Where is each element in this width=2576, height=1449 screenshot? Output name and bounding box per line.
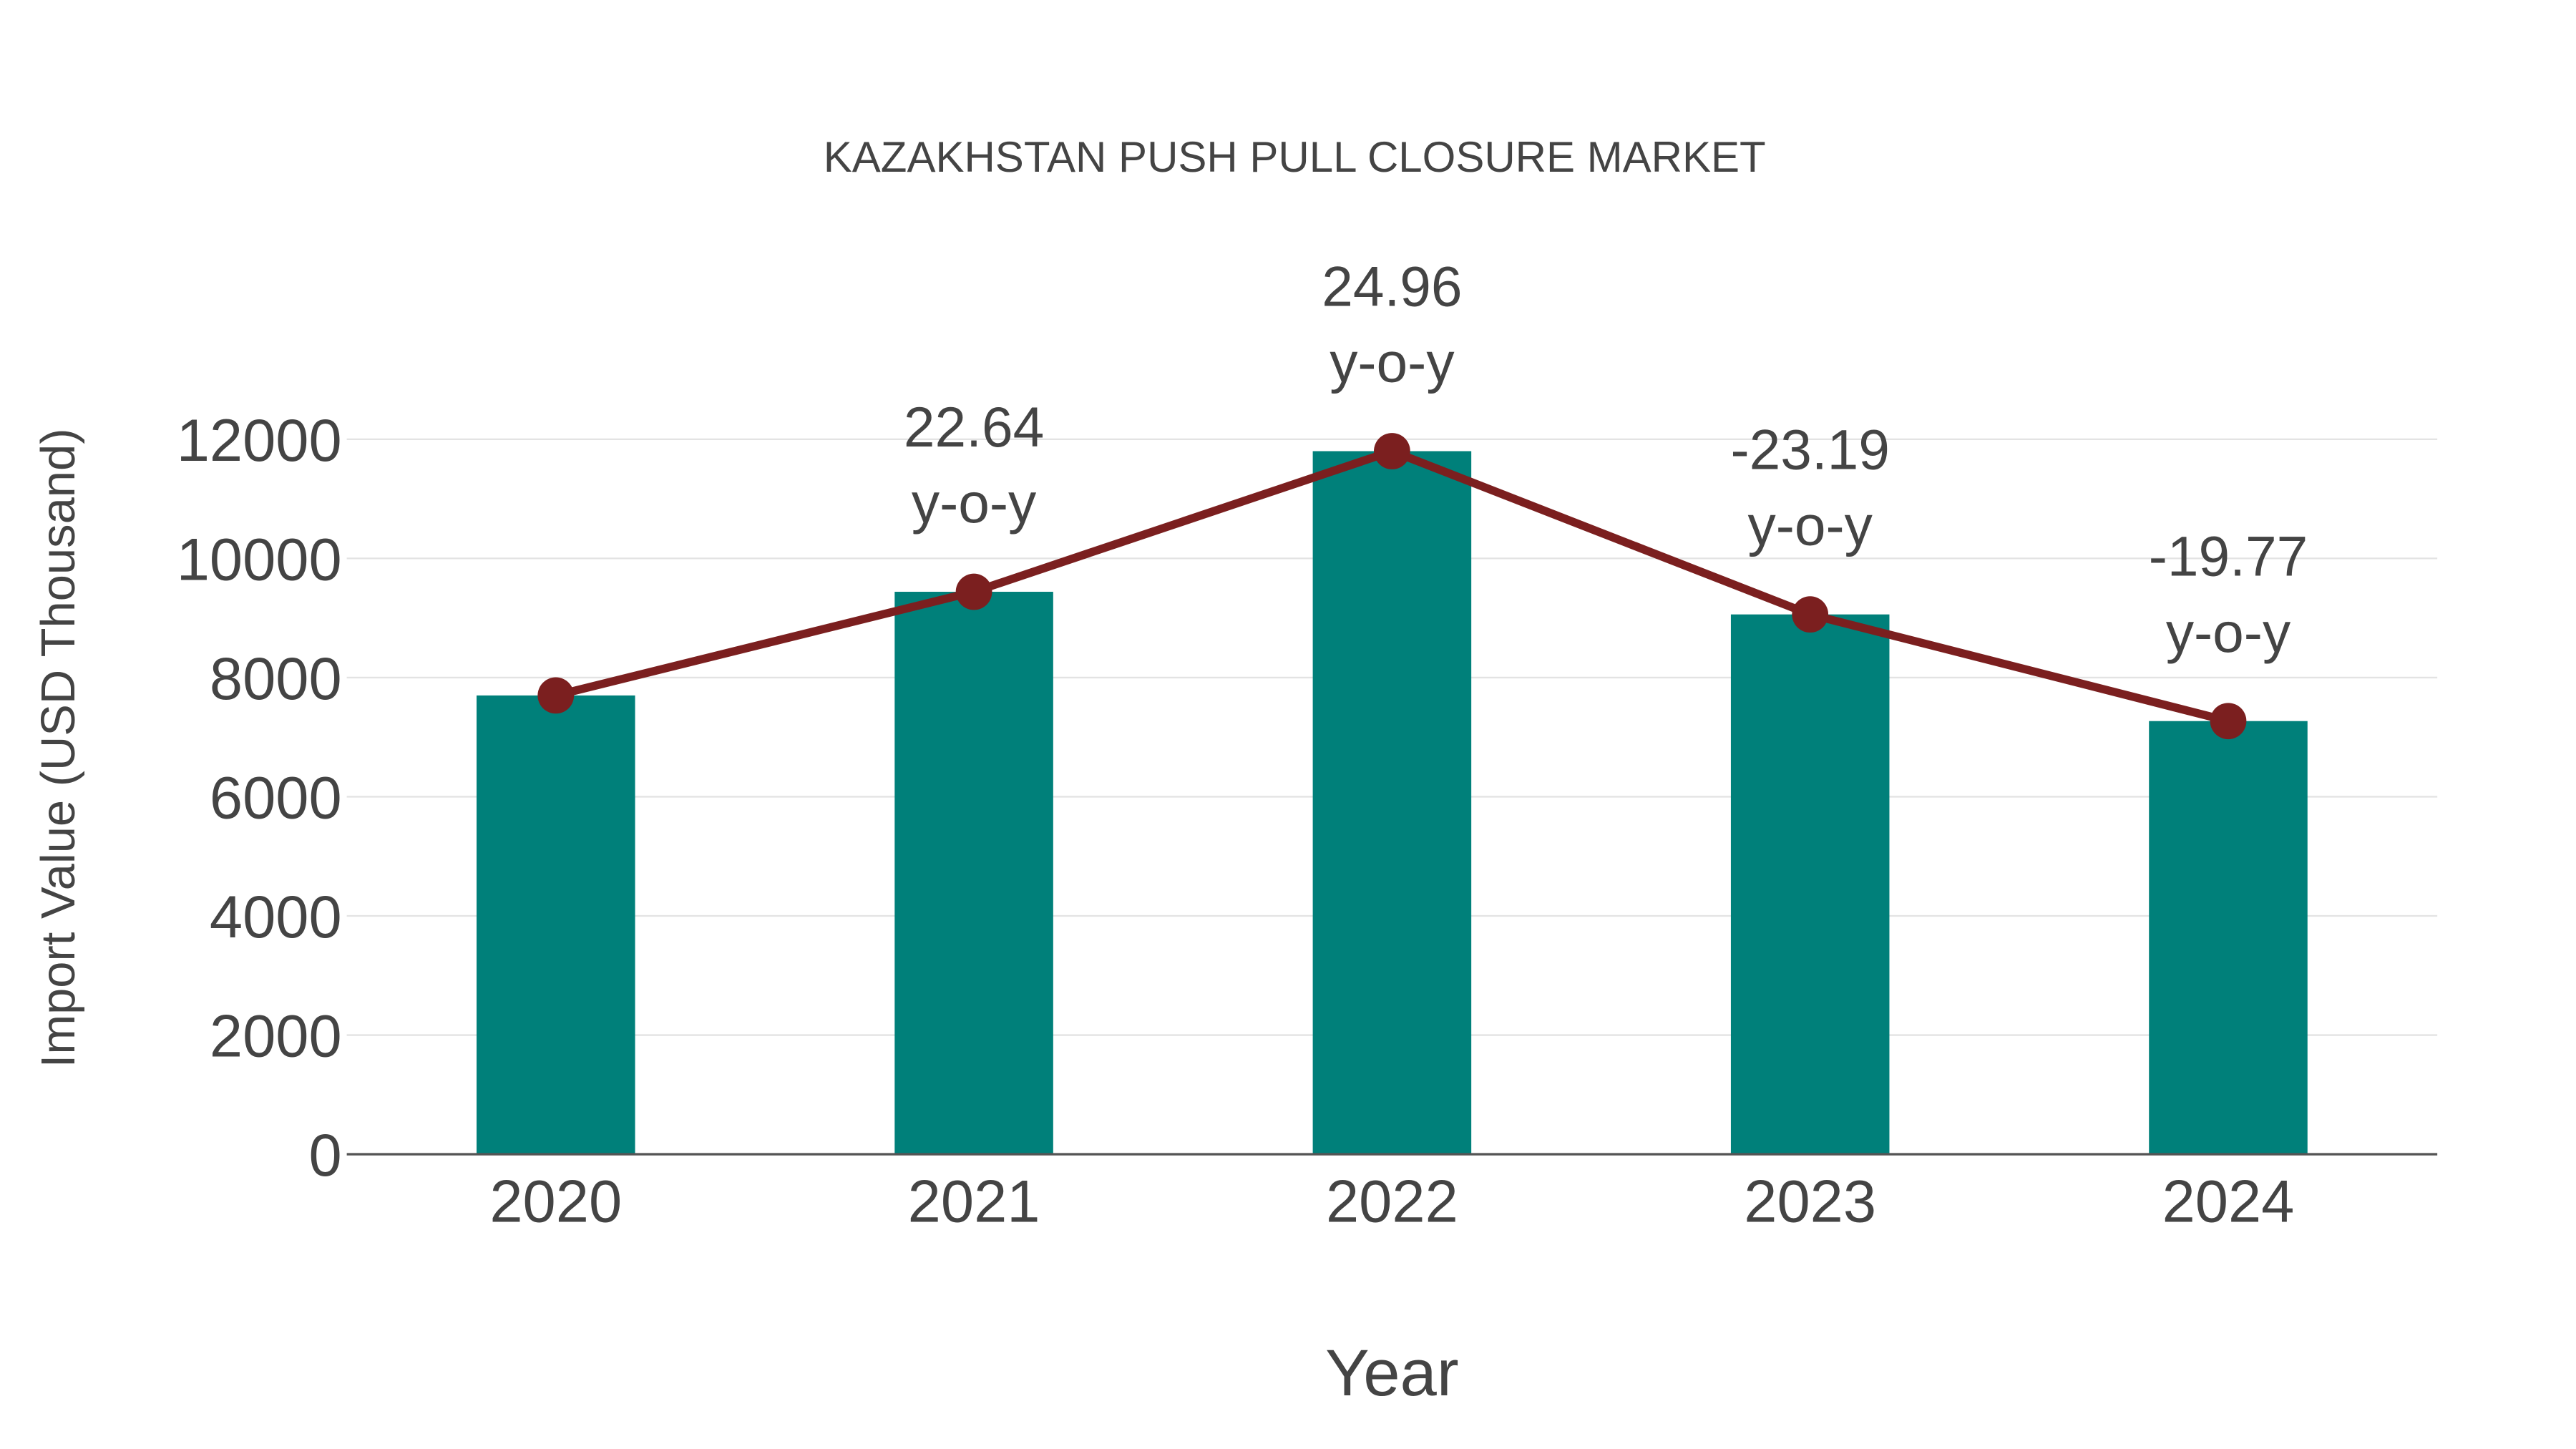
- x-tick-label: 2022: [1326, 1169, 1458, 1235]
- bar-2023: [1730, 614, 1890, 1155]
- bars: [477, 451, 2308, 1155]
- x-tick-labels: 2020 2021 2022 2023 2024: [489, 1169, 2294, 1235]
- trend-point-2022: [1374, 433, 1410, 469]
- bar-2020: [477, 695, 635, 1155]
- trend-point-2020: [537, 677, 575, 714]
- x-tick-label: 2023: [1744, 1169, 1876, 1235]
- x-tick-label: 2020: [489, 1169, 622, 1235]
- y-tick-label: 0: [308, 1122, 341, 1189]
- bar-2024: [2149, 721, 2308, 1155]
- annotation-value: -19.77: [2149, 525, 2308, 588]
- x-tick-label: 2021: [908, 1169, 1040, 1235]
- annotation-value: -23.19: [1730, 419, 1889, 482]
- y-tick-label: 12000: [177, 407, 342, 474]
- y-tick-label: 4000: [210, 884, 342, 950]
- y-axis-title: Import Value (USD Thousand): [31, 429, 85, 1068]
- annotation-value: 22.64: [904, 396, 1044, 459]
- y-tick-labels: 0 2000 4000 6000 8000 10000 12000: [177, 407, 342, 1189]
- y-tick-label: 10000: [177, 526, 342, 592]
- annotations: 22.64 y-o-y 24.96 y-o-y -23.19 y-o-y -19.77 y-o…: [904, 255, 2308, 663]
- chart-title: KAZAKHSTAN PUSH PULL CLOSURE MARKET: [824, 133, 1766, 181]
- x-axis-title: Year: [1325, 1335, 1458, 1410]
- y-tick-label: 8000: [210, 645, 342, 712]
- trend-point-2024: [2210, 703, 2247, 740]
- trend-point-2023: [1792, 596, 1829, 633]
- x-tick-label: 2024: [2162, 1169, 2295, 1235]
- trend-point-2021: [955, 573, 992, 610]
- annotation-suffix: y-o-y: [912, 472, 1037, 535]
- annotation-value: 24.96: [1322, 255, 1462, 318]
- annotation-suffix: y-o-y: [2166, 601, 2291, 664]
- annotation-suffix: y-o-y: [1748, 494, 1873, 557]
- annotation-suffix: y-o-y: [1330, 331, 1455, 394]
- bar-2021: [894, 592, 1053, 1155]
- bar-2022: [1312, 451, 1472, 1155]
- y-tick-label: 2000: [210, 1003, 342, 1070]
- trend-line: [537, 433, 2247, 740]
- y-tick-label: 6000: [210, 764, 342, 831]
